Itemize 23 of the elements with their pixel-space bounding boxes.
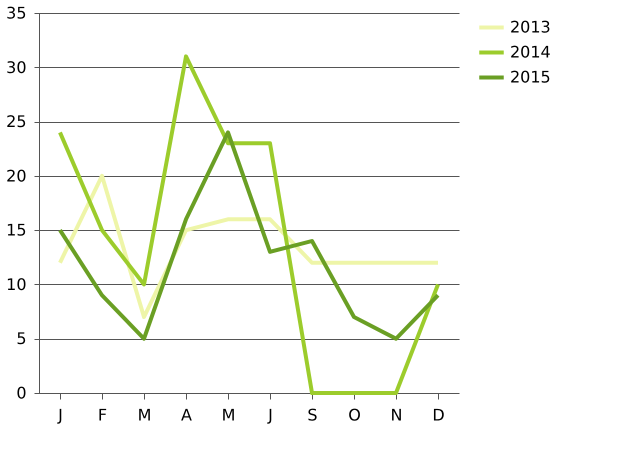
y-tick-label: 15 xyxy=(6,220,26,240)
x-tick-label: J xyxy=(267,406,273,424)
x-tick-label: J xyxy=(57,406,63,424)
legend-label: 2014 xyxy=(510,42,551,62)
legend-label: 2013 xyxy=(510,18,551,36)
x-tick-label: M xyxy=(138,406,152,424)
y-tick-label: 0 xyxy=(16,384,26,402)
x-tick-label: D xyxy=(432,406,445,424)
x-tick-label: F xyxy=(98,406,108,424)
x-tick-label: O xyxy=(348,406,361,424)
x-tick-label: S xyxy=(307,406,318,424)
y-tick-label: 35 xyxy=(6,4,26,22)
y-tick-label: 30 xyxy=(6,58,26,77)
x-tick-label: M xyxy=(222,406,236,424)
y-tick-label: 20 xyxy=(6,166,26,186)
line-series xyxy=(58,54,440,395)
x-tick-label: A xyxy=(181,406,192,424)
y-tick-label: 5 xyxy=(16,329,26,348)
legend-label: 2015 xyxy=(510,68,551,86)
y-tick-label: 10 xyxy=(6,274,26,294)
y-tick-label: 25 xyxy=(6,112,26,132)
line-series xyxy=(58,130,440,341)
x-tick-label: N xyxy=(390,406,402,424)
